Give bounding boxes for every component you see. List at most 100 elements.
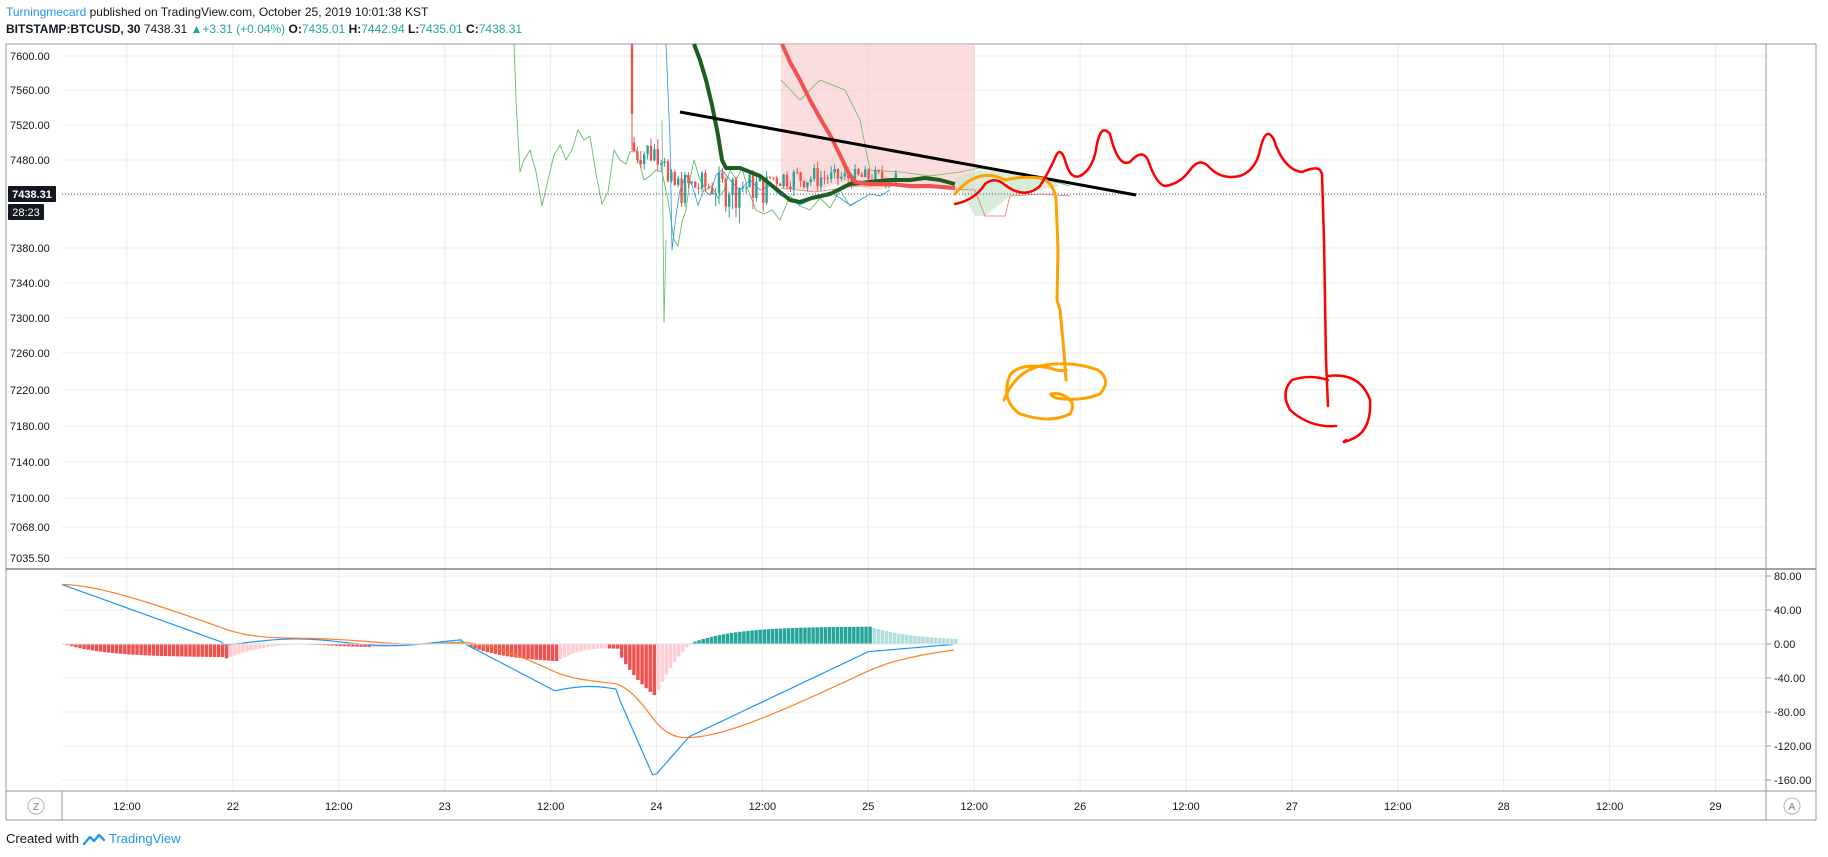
macd-histogram-bar	[624, 644, 628, 665]
time-tick-label: 12:00	[1172, 801, 1200, 813]
price-axis[interactable]: 7600.007560.007520.007480.007420.007380.…	[10, 51, 50, 565]
macd-histogram-bar	[550, 644, 555, 661]
macd-histogram-bar	[672, 644, 677, 663]
price-tick-label: 7600.00	[10, 51, 50, 63]
candle-body	[833, 168, 836, 173]
macd-histogram-bar	[819, 627, 823, 644]
candle-body	[734, 179, 738, 208]
candle-body	[683, 175, 687, 203]
time-tick-label: 22	[227, 801, 239, 813]
macd-histogram-bar	[367, 644, 371, 647]
candle-body	[680, 178, 683, 203]
candle-body	[711, 187, 714, 194]
price-tick-label: 7340.00	[10, 278, 50, 290]
macd-histogram-bar	[538, 644, 542, 661]
macd-histogram-bar	[713, 635, 718, 644]
time-tick-label: 29	[1709, 801, 1721, 813]
candle-body	[704, 172, 707, 187]
macd-histogram-bar	[905, 634, 909, 644]
cloud-green	[955, 170, 1060, 216]
macd-histogram-bar	[766, 629, 771, 644]
macd-histogram-bar	[742, 631, 746, 644]
candle-body	[823, 177, 826, 179]
macd-histogram-bar	[611, 644, 616, 649]
price-tick-label: 7260.00	[10, 348, 50, 360]
macd-histogram-bar	[469, 644, 473, 647]
low-label: L:	[407, 22, 420, 36]
macd-histogram-bar	[167, 644, 172, 657]
candle-body	[700, 172, 704, 189]
macd-histogram-bar	[110, 644, 115, 654]
candle-body	[813, 168, 816, 179]
red-projection	[953, 129, 1372, 444]
candle-body	[816, 168, 819, 187]
macd-histogram-bar	[782, 628, 787, 644]
macd-histogram-bar	[884, 631, 889, 644]
candle-body	[636, 151, 639, 161]
symbol-label[interactable]: BITSTAMP:BTCUSD, 30	[6, 22, 141, 36]
macd-histogram-bar	[729, 632, 734, 644]
candle-body	[785, 174, 789, 187]
candle-body	[830, 172, 833, 179]
macd-histogram-bar	[762, 629, 766, 644]
kijun-line	[692, 43, 956, 204]
macd-histogram-bar	[180, 644, 184, 657]
macd-axis[interactable]: 80.00 40.00 0.00 -40.00 -80.00 -120.00 -160.00	[1766, 571, 1811, 787]
macd-histogram-bar	[224, 644, 229, 659]
macd-tick-label: -80.00	[1774, 707, 1805, 719]
macd-histogram-bar	[322, 644, 327, 646]
candle-body	[877, 170, 880, 172]
macd-histogram-bar	[265, 644, 270, 648]
macd-histogram-bar	[204, 644, 209, 657]
time-tick-label: 12:00	[537, 801, 565, 813]
candle-body	[630, 44, 634, 114]
candle-body	[782, 174, 785, 186]
candle-body	[755, 181, 758, 199]
author-link[interactable]: Turningmecard	[6, 5, 87, 19]
auto-scale-button[interactable]: A	[1783, 797, 1801, 815]
price-change: +3.31 (+0.04%)	[202, 22, 286, 36]
macd-histogram-bar	[876, 629, 881, 644]
macd-histogram-bar	[628, 644, 632, 670]
macd-histogram-bar	[721, 634, 726, 644]
macd-histogram-bar	[880, 630, 885, 644]
macd-histogram-bar	[791, 628, 795, 644]
macd-histogram-bar	[119, 644, 123, 654]
macd-histogram-bar	[86, 644, 90, 650]
tenkan-line	[780, 43, 956, 190]
time-tick-label: 12:00	[749, 801, 777, 813]
macd-pane[interactable]	[5, 568, 1767, 792]
macd-histogram-bar	[249, 644, 253, 651]
macd-histogram-bar	[359, 644, 363, 647]
macd-histogram-bar	[644, 644, 648, 689]
candle-body	[721, 172, 724, 180]
high-label: H:	[348, 22, 362, 36]
time-axis[interactable]: 12:00 22 12:00 23 12:00 24 12:00 25 12:00 26 12:00…	[113, 801, 1721, 813]
macd-histogram-bar	[750, 630, 754, 644]
macd-tick-label: -120.00	[1774, 741, 1811, 753]
candle-body	[779, 183, 782, 186]
macd-histogram-bar	[123, 644, 127, 655]
macd-histogram-bar	[505, 644, 510, 657]
macd-histogram-bar	[176, 644, 180, 657]
log-scale-button[interactable]: Z	[27, 797, 45, 815]
candle-body	[724, 179, 727, 207]
macd-histogram-bar	[171, 644, 176, 657]
tradingview-logo-icon	[82, 833, 105, 846]
candle-body	[649, 145, 653, 161]
macd-histogram-bar	[155, 644, 160, 656]
candle-body	[677, 178, 680, 185]
macd-histogram-bar	[473, 644, 477, 649]
macd-histogram-bar	[82, 644, 86, 650]
price-tick-label: 7100.00	[10, 493, 50, 505]
candle-body	[789, 186, 792, 189]
tradingview-brand-link[interactable]: TradingView	[108, 831, 181, 846]
macd-histogram-bar	[534, 644, 538, 660]
candle-body	[690, 181, 693, 184]
time-tick-label: 28	[1498, 801, 1510, 813]
candle-body	[694, 181, 697, 188]
macd-histogram-bar	[554, 644, 559, 662]
macd-histogram-bar	[770, 628, 775, 644]
macd-histogram-bar	[135, 644, 139, 655]
